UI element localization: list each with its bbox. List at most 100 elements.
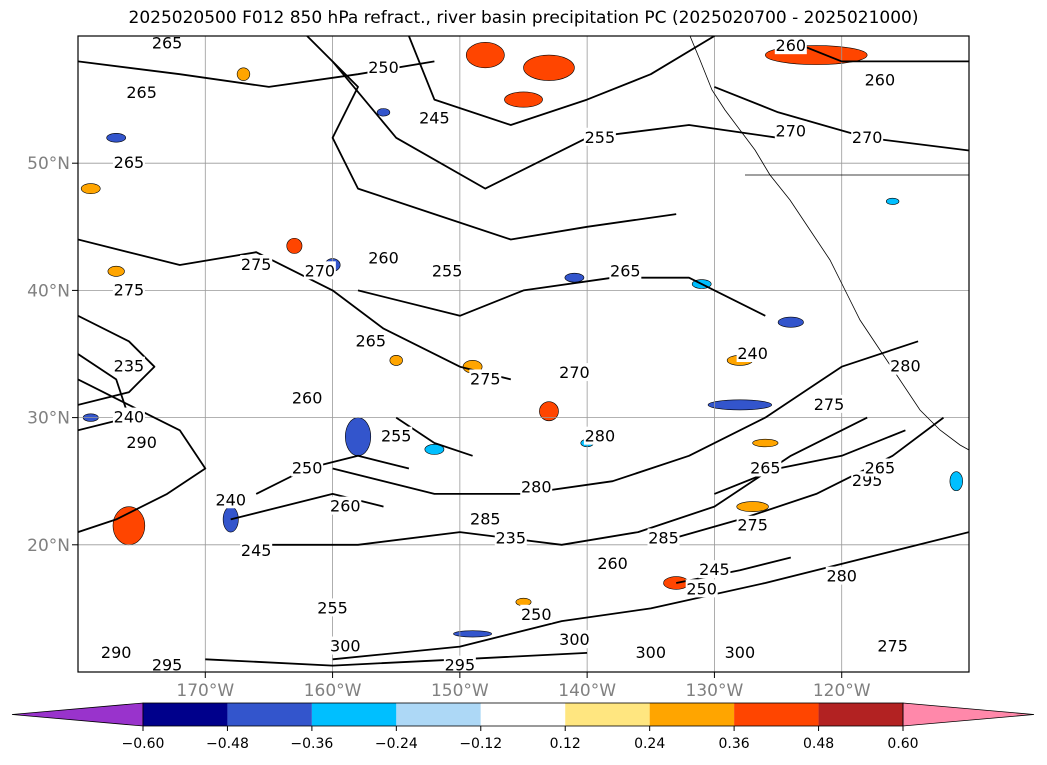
- colorbar-tick-label: −0.12: [459, 736, 502, 752]
- contour-label: 265: [152, 34, 183, 53]
- contour-label: 270: [776, 121, 807, 140]
- contour-label-bg: [736, 344, 769, 362]
- y-tick-label: 20°N: [27, 536, 70, 556]
- colorbar: −0.60 −0.48 −0.36 −0.24 −0.12 0.12 0.24 0.36 0.4…: [11, 702, 1035, 752]
- contour-label: 235: [495, 528, 526, 547]
- precip-shade-area: [465, 42, 505, 69]
- precip-shade-area: [885, 197, 900, 205]
- contour-label-bg: [112, 153, 145, 172]
- y-tick-label: 50°N: [27, 154, 70, 174]
- precip-shade-area: [777, 316, 804, 328]
- contour-line-275: [650, 416, 945, 546]
- contour-label-bg: [214, 490, 247, 509]
- contour-label: 280: [585, 427, 616, 446]
- contour-label-bg: [774, 36, 807, 55]
- contour-label: 270: [305, 261, 336, 280]
- contour-label-bg: [558, 363, 591, 382]
- contour-label: 265: [865, 458, 896, 477]
- contour-label-bg: [354, 331, 387, 350]
- x-tick-label: 160°W: [304, 681, 362, 701]
- contour-label: 260: [776, 36, 807, 55]
- contour-label-bg: [596, 553, 629, 572]
- contour-label: 260: [292, 389, 323, 408]
- contour-label: 270: [852, 128, 883, 147]
- contour-label-bg: [469, 509, 502, 528]
- precip-shade-area: [106, 133, 127, 143]
- contour-label: 250: [686, 579, 717, 598]
- contour-label: 275: [814, 395, 845, 414]
- contour-label: 245: [419, 109, 450, 128]
- contour-label-bg: [876, 636, 909, 655]
- contour-label: 250: [368, 58, 399, 77]
- contour-line-300: [332, 531, 969, 661]
- contour-label-bg: [367, 57, 400, 76]
- contour-label: 255: [585, 128, 616, 147]
- contour-label-bg: [851, 127, 884, 146]
- precip-shade-area: [736, 501, 769, 513]
- contour-label: 270: [559, 363, 590, 382]
- precip-shade-area: [107, 265, 125, 277]
- colorbar-tick-label: −0.24: [375, 736, 418, 752]
- colorbar-segment: [480, 703, 566, 726]
- contour-label: 300: [725, 643, 756, 662]
- precip-shade-area: [424, 444, 445, 455]
- contour-label: 290: [126, 433, 157, 452]
- precip-shade-area: [389, 354, 403, 366]
- colorbar-segment: [143, 703, 228, 726]
- contour-label-bg: [723, 642, 756, 661]
- contour-label: 265: [355, 331, 386, 350]
- contour-label-bg: [112, 280, 145, 299]
- contour-label: 260: [368, 249, 399, 268]
- colorbar-tick-label: 0.24: [634, 736, 665, 752]
- contour-label: 240: [215, 490, 246, 509]
- x-tick-label: 130°W: [686, 681, 744, 701]
- contour-label: 265: [750, 458, 781, 477]
- chart-title: 2025020500 F012 850 hPa refract., river …: [128, 8, 919, 28]
- contour-line-255: [331, 60, 779, 190]
- colorbar-frame: [142, 702, 904, 727]
- contour-label-bg: [863, 458, 896, 477]
- precip-shade-area: [523, 54, 575, 81]
- map-frame: [77, 35, 970, 673]
- contour-label-bg: [698, 560, 731, 579]
- contour-line-265: [357, 276, 766, 317]
- contour-line-245: [676, 556, 792, 584]
- contour-label-bg: [151, 36, 184, 52]
- contour-label: 280: [890, 357, 921, 376]
- contour-label-bg: [889, 356, 922, 375]
- contour-label: 300: [559, 630, 590, 649]
- precip-shade-area: [707, 399, 773, 411]
- contour-label: 285: [648, 528, 679, 547]
- contour-label-bg: [291, 388, 324, 407]
- contour-label-bg: [443, 655, 476, 672]
- contour-label: 275: [737, 516, 768, 535]
- contour-label-bg: [520, 477, 553, 496]
- colorbar-segment: [565, 703, 650, 726]
- contour-label-bg: [125, 83, 158, 102]
- coastline-north-america: [689, 36, 969, 451]
- coastlines: [689, 36, 969, 451]
- contour-label-bg: [774, 121, 807, 140]
- contour-label-bg: [240, 541, 273, 560]
- colorbar-tick-label: 0.36: [719, 736, 750, 752]
- contour-line-290: [78, 378, 207, 533]
- contour-label-bg: [583, 127, 616, 146]
- contour-label: 250: [292, 458, 323, 477]
- contour-label-bg: [418, 108, 451, 127]
- contour-label-bg: [316, 598, 349, 617]
- contour-line-255: [395, 416, 473, 457]
- contour-label: 260: [597, 554, 628, 573]
- contour-label-bg: [380, 426, 413, 445]
- colorbar-extend-min: [11, 702, 144, 727]
- contour-label-bg: [100, 642, 133, 661]
- contour-label: 275: [877, 637, 908, 656]
- contour-label: 265: [610, 261, 641, 280]
- precip-shade-area: [286, 237, 303, 254]
- precip-shade-area: [376, 108, 391, 117]
- y-tick-label: 40°N: [27, 281, 70, 301]
- contour-label: 280: [826, 567, 857, 586]
- precip-shade-area: [344, 417, 372, 457]
- contour-line-235: [78, 314, 156, 406]
- contour-label-bg: [303, 261, 336, 280]
- contour-label: 240: [114, 408, 145, 427]
